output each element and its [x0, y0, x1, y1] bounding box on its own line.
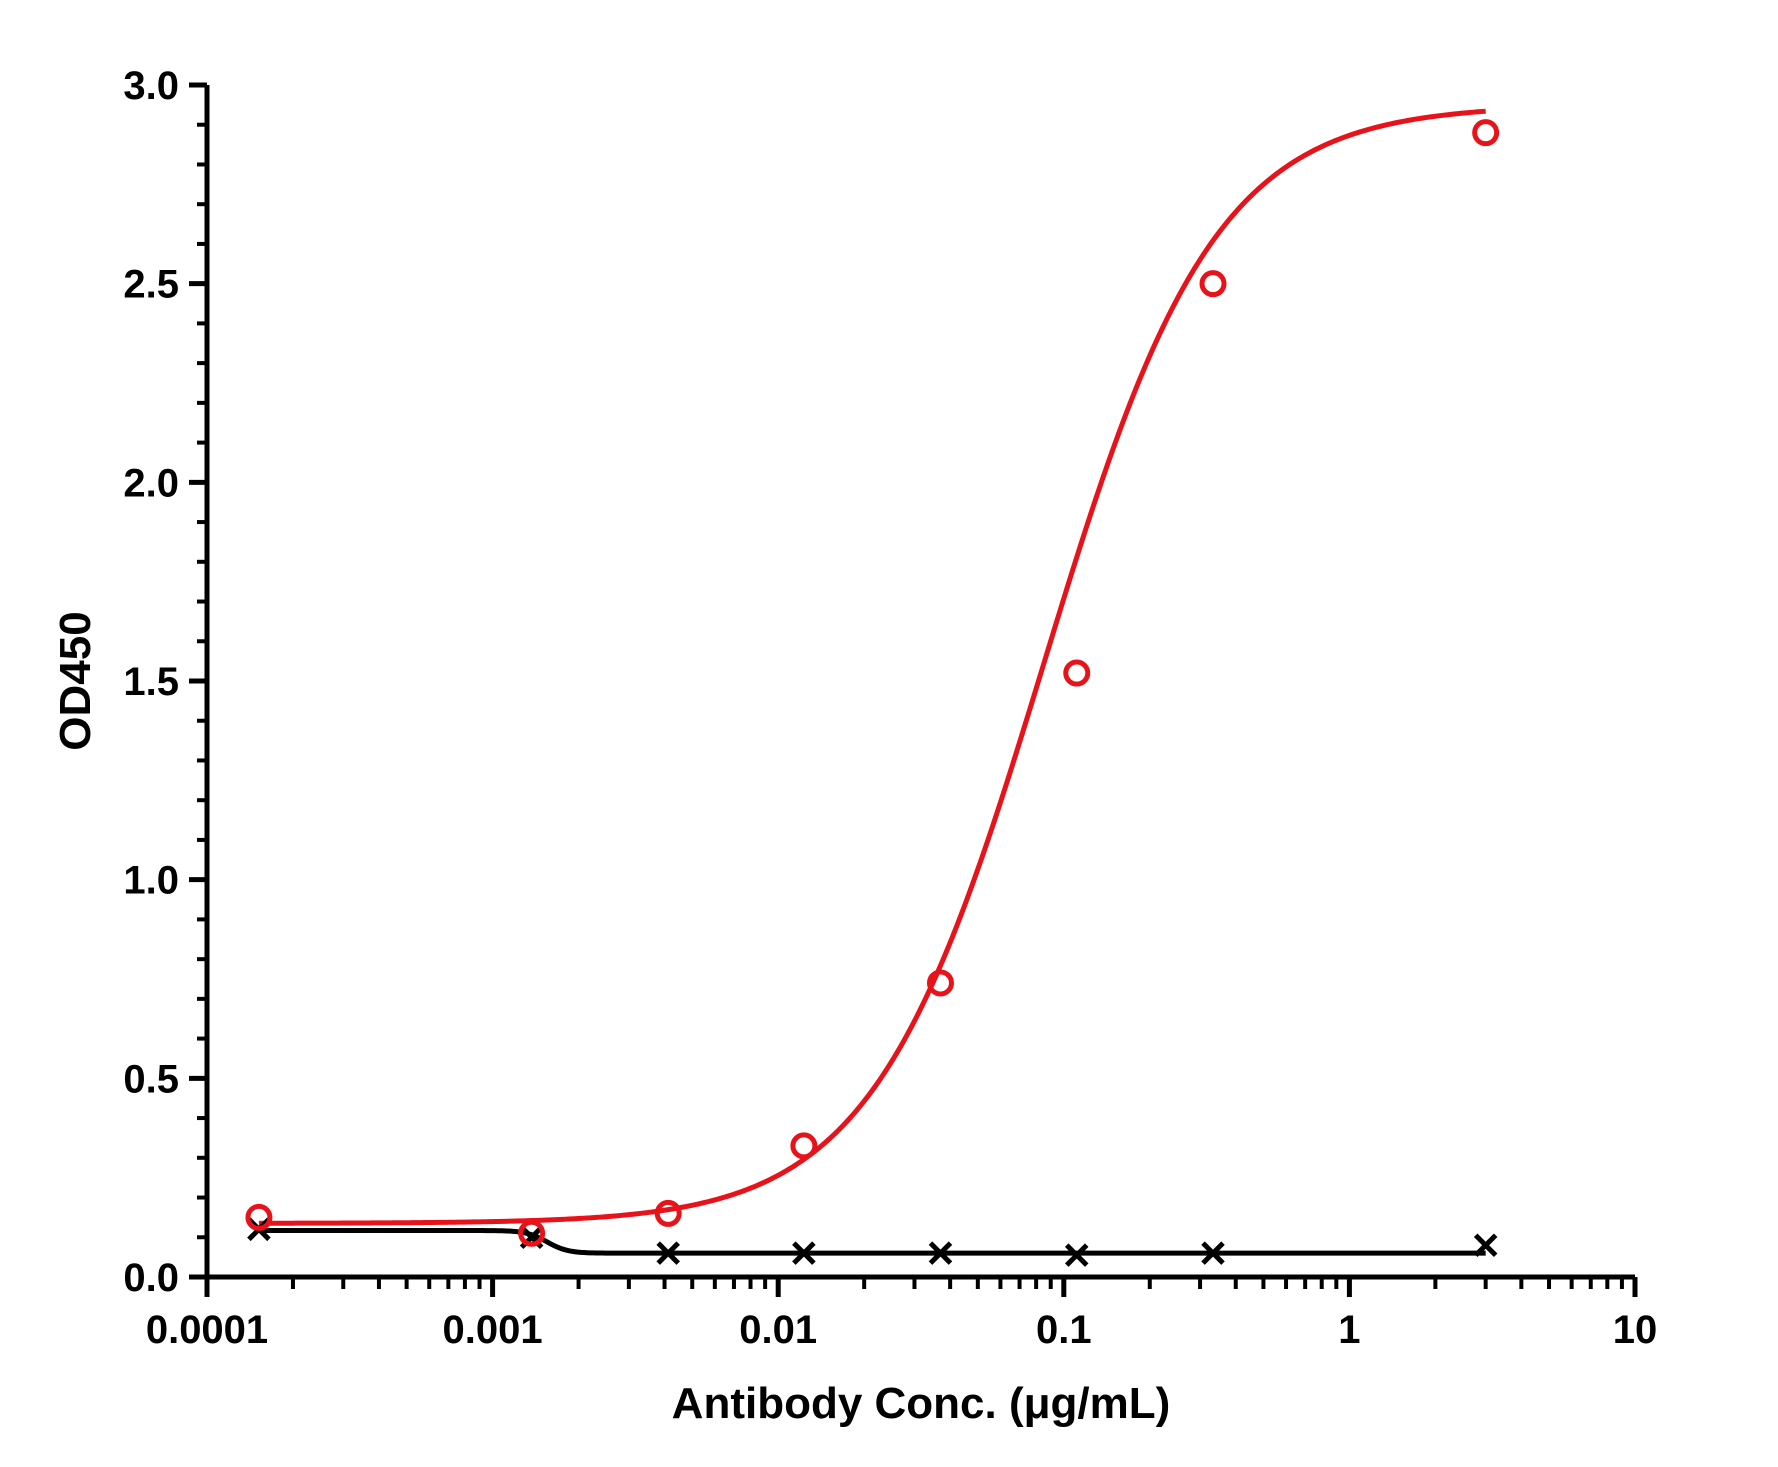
fit-curves	[258, 108, 1486, 1256]
data-point-x	[1473, 1233, 1498, 1257]
y-tick-label: 1.0	[123, 859, 179, 903]
data-point-circle	[518, 1219, 546, 1247]
x-tick-label: 10	[1613, 1308, 1658, 1352]
data-point-circle	[654, 1199, 682, 1227]
x-marker-stroke	[928, 1241, 953, 1265]
fit-curve-series-1	[258, 108, 1486, 1226]
x-marker-stroke	[1473, 1233, 1498, 1257]
data-point-circle	[1472, 119, 1500, 147]
y-tick-label: 3.0	[123, 64, 179, 108]
data-point-circle	[1199, 270, 1227, 298]
x-marker-stroke	[656, 1241, 680, 1265]
x-tick-label: 0.01	[739, 1308, 817, 1352]
y-tick-label: 0.0	[123, 1256, 179, 1300]
x-ticks: 0.0001 0.001 0.01 0.1 1 10	[146, 1277, 1657, 1352]
x-tick-label: 0.1	[1036, 1308, 1092, 1352]
data-point-x	[656, 1241, 680, 1265]
x-tick-label: 0.0001	[146, 1308, 268, 1352]
data-point-x	[792, 1241, 816, 1265]
x-tick-label: 1	[1338, 1308, 1360, 1352]
x-marker-stroke	[792, 1241, 816, 1265]
data-point-circle	[1063, 659, 1091, 687]
data-points	[245, 119, 1500, 1267]
x-tick-label: 0.001	[443, 1308, 543, 1352]
data-point-x	[1064, 1243, 1089, 1267]
x-axis-title: Antibody Conc. (μg/mL)	[672, 1379, 1171, 1428]
plot-area: 0.0 0.5 1.0 1.5 2.0 2.5 3.0 0.0001 0.001 0.01 0.1…	[123, 64, 1657, 1352]
y-tick-label: 0.5	[123, 1057, 179, 1101]
y-tick-label: 1.5	[123, 660, 179, 704]
data-point-circle	[245, 1203, 273, 1231]
y-tick-label: 2.0	[123, 461, 179, 505]
data-point-x	[1201, 1241, 1225, 1265]
y-axis-title: OD450	[51, 611, 100, 750]
fit-curve-series-2	[258, 1228, 1486, 1256]
y-tick-label: 2.5	[123, 263, 179, 307]
x-marker-stroke	[1201, 1241, 1225, 1265]
data-point-x	[928, 1241, 953, 1265]
y-ticks: 0.0 0.5 1.0 1.5 2.0 2.5 3.0	[123, 64, 207, 1300]
x-marker-stroke	[1064, 1243, 1089, 1267]
data-point-circle	[790, 1132, 818, 1160]
data-point-circle	[926, 969, 954, 997]
